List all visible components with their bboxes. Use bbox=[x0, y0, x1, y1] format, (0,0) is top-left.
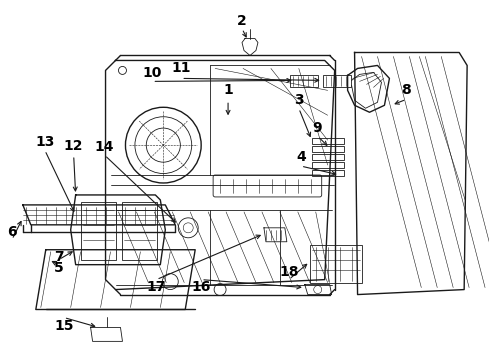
Text: 12: 12 bbox=[64, 139, 83, 153]
Text: 1: 1 bbox=[223, 84, 233, 97]
Text: 8: 8 bbox=[401, 84, 411, 97]
Text: 2: 2 bbox=[237, 14, 247, 28]
Text: 18: 18 bbox=[279, 265, 298, 279]
Text: 16: 16 bbox=[192, 280, 211, 294]
Text: 5: 5 bbox=[54, 261, 64, 275]
Text: 10: 10 bbox=[143, 66, 162, 80]
Bar bbox=[81, 202, 116, 260]
Text: 7: 7 bbox=[54, 250, 64, 264]
Text: 3: 3 bbox=[294, 93, 304, 107]
Text: 9: 9 bbox=[312, 121, 321, 135]
Bar bbox=[312, 146, 343, 152]
Bar bbox=[290, 75, 318, 87]
Text: 14: 14 bbox=[95, 140, 114, 154]
Text: 4: 4 bbox=[296, 150, 306, 164]
Text: 11: 11 bbox=[172, 62, 191, 76]
Text: 13: 13 bbox=[35, 135, 54, 149]
Bar bbox=[312, 138, 343, 144]
Bar bbox=[312, 154, 343, 160]
Text: 6: 6 bbox=[7, 225, 17, 239]
Bar bbox=[312, 162, 343, 168]
Bar bbox=[323, 75, 350, 87]
Bar bbox=[310, 245, 362, 283]
Bar bbox=[122, 202, 157, 260]
Text: 15: 15 bbox=[54, 319, 74, 333]
Text: 17: 17 bbox=[147, 280, 166, 294]
Bar bbox=[312, 170, 343, 176]
